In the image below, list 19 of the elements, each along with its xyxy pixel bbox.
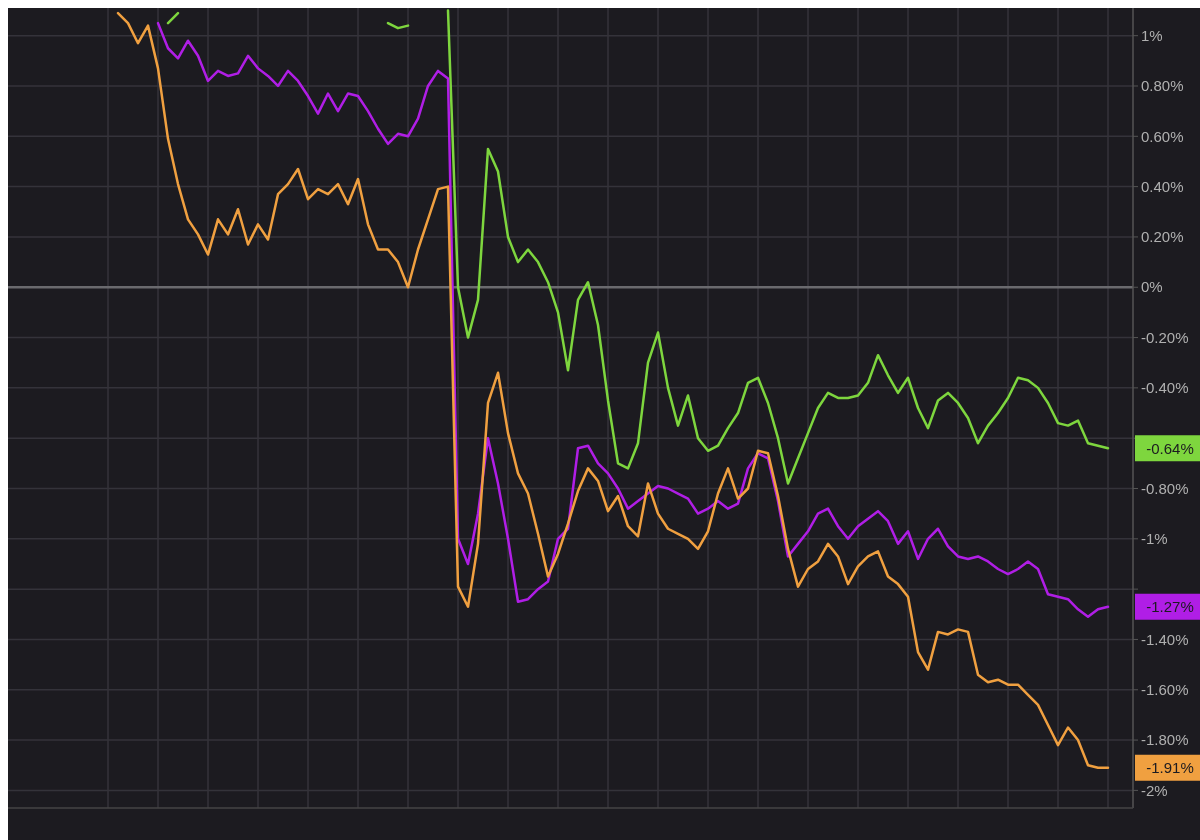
y-tick-label: -1.40%: [1141, 630, 1189, 648]
line-series: [116, 11, 1110, 769]
text: -1.27%: [1146, 597, 1194, 615]
y-tick-label: -1.60%: [1141, 681, 1189, 699]
y-tick-label: 0.80%: [1141, 77, 1184, 95]
text: -1.91%: [1146, 759, 1194, 776]
y-tick-label: -0.20%: [1141, 328, 1189, 346]
y-tick-label: 0.60%: [1141, 127, 1184, 145]
y-tick-label: -2%: [1141, 781, 1168, 799]
y-tick-label: -1.80%: [1141, 731, 1189, 749]
y-tick-label: 0.20%: [1141, 228, 1184, 246]
y-tick-label: -0.80%: [1141, 479, 1189, 497]
text: -0.64%: [1146, 439, 1194, 457]
line-series: [156, 21, 1110, 619]
y-tick-label: 0%: [1141, 278, 1163, 296]
y-tick-label: 1%: [1141, 26, 1163, 44]
y-tick-label: 0.40%: [1141, 177, 1184, 195]
y-tick-label: -0.40%: [1141, 379, 1189, 397]
y-tick-label: -1%: [1141, 530, 1168, 548]
